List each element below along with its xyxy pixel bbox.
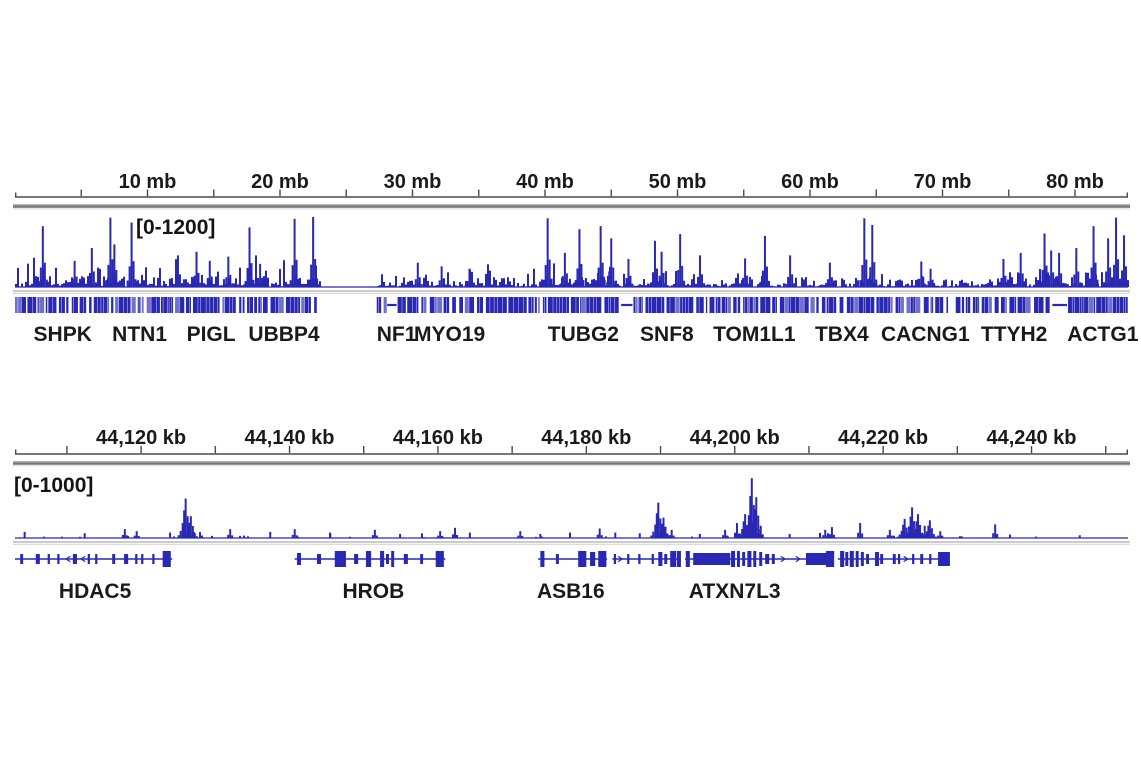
gene-model-asb16: ASB16 bbox=[537, 551, 608, 603]
gene-model bbox=[837, 551, 950, 567]
ruler-label: 60 mb bbox=[781, 171, 839, 193]
strand-arrow-icon bbox=[780, 555, 787, 563]
track-range-label-top: [0-1200] bbox=[136, 216, 216, 239]
signal-area-locus bbox=[23, 478, 1081, 538]
track-baseline bbox=[13, 537, 1130, 545]
gene-label: TUBG2 bbox=[548, 323, 619, 346]
gene-label: ACTG1 bbox=[1067, 323, 1138, 346]
strand-arrow-icon bbox=[903, 555, 910, 563]
ruler-label: 80 mb bbox=[1046, 171, 1104, 193]
strand-arrow-icon bbox=[795, 555, 802, 563]
gene-label: SHPK bbox=[34, 323, 92, 346]
ruler-label: 20 mb bbox=[251, 171, 309, 193]
gene-label: TBX4 bbox=[815, 323, 869, 346]
ruler-kb: 44,120 kb 44,140 kb 44,160 kb 44,180 kb 44,2… bbox=[14, 427, 1129, 455]
gene-model bbox=[612, 551, 681, 567]
gene-label: NF1 bbox=[377, 323, 417, 346]
strand-arrow-icon bbox=[64, 555, 71, 563]
ruler-label: 44,180 kb bbox=[541, 427, 631, 449]
gene-models-locus: HDAC5 HROB ASB16 ATXN7L3 bbox=[15, 551, 950, 603]
ruler-label: 44,140 kb bbox=[244, 427, 334, 449]
gene-model-hdac5: HDAC5 bbox=[15, 551, 173, 603]
track-baseline bbox=[13, 286, 1130, 294]
gene-label: HROB bbox=[342, 580, 404, 603]
gene-label: TTYH2 bbox=[981, 323, 1048, 346]
ruler-label: 44,200 kb bbox=[690, 427, 780, 449]
ruler-label: 10 mb bbox=[119, 171, 177, 193]
track-separator bbox=[13, 461, 1130, 467]
ruler-label: 70 mb bbox=[914, 171, 972, 193]
strand-arrow-icon bbox=[79, 555, 86, 563]
gene-label: SNF8 bbox=[640, 323, 694, 346]
ruler-label: 44,160 kb bbox=[393, 427, 483, 449]
ruler-mb: 10 mb 20 mb 30 mb 40 mb 50 mb 60 mb 70 mb 80 mb bbox=[14, 171, 1129, 198]
gene-label: CACNG1 bbox=[881, 323, 970, 346]
gene-label: ASB16 bbox=[537, 580, 605, 603]
track-separator bbox=[13, 204, 1130, 210]
gene-label: HDAC5 bbox=[59, 580, 132, 603]
gene-model-atxn7l3: ATXN7L3 bbox=[685, 551, 835, 603]
track-range-label-bottom: [0-1000] bbox=[14, 474, 94, 497]
signal-area-overview bbox=[15, 217, 1130, 288]
locus-detail-svg: 44,120 kb 44,140 kb 44,160 kb 44,180 kb 44,2… bbox=[13, 427, 1130, 603]
ruler-label: 44,120 kb bbox=[96, 427, 186, 449]
gene-model-hrob: HROB bbox=[294, 551, 446, 603]
ruler-label: 44,240 kb bbox=[986, 427, 1076, 449]
ruler-label: 50 mb bbox=[649, 171, 707, 193]
chromosome-overview-svg: 10 mb 20 mb 30 mb 40 mb 50 mb 60 mb 70 mb 80 mb… bbox=[13, 171, 1139, 346]
gene-label: TOM1L1 bbox=[713, 323, 796, 346]
strand-arrow-icon bbox=[617, 555, 624, 563]
gene-label: PIGL bbox=[187, 323, 236, 346]
gene-label: NTN1 bbox=[112, 323, 167, 346]
gene-label: MYO19 bbox=[414, 323, 485, 346]
gene-label: ATXN7L3 bbox=[689, 580, 781, 603]
ruler-label: 30 mb bbox=[384, 171, 442, 193]
ruler-label: 40 mb bbox=[516, 171, 574, 193]
ruler-label: 44,220 kb bbox=[838, 427, 928, 449]
gene-label: UBBP4 bbox=[248, 323, 320, 346]
gene-annotation-band bbox=[15, 297, 1128, 313]
